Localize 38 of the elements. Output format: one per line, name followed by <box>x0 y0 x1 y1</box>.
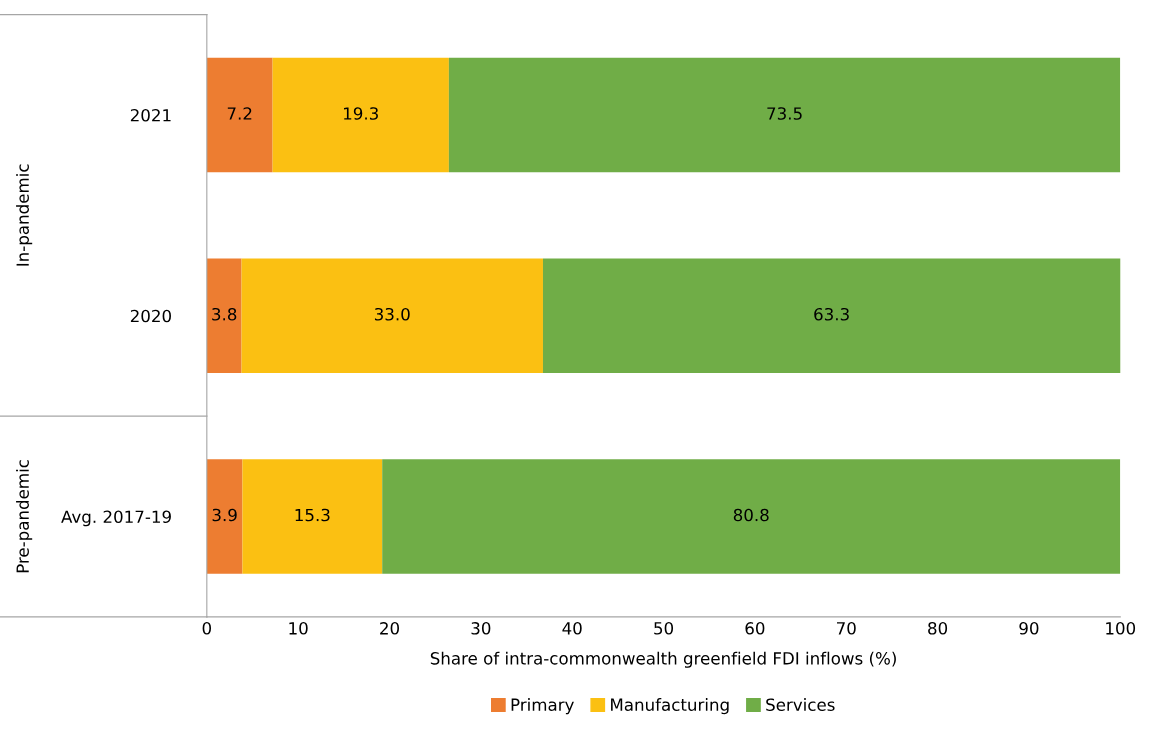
bar <box>242 459 383 574</box>
x-tick-label: 0 <box>202 622 212 635</box>
data-label: 3.9 <box>212 508 237 522</box>
legend-label: Manufacturing <box>611 698 729 715</box>
bar <box>206 459 243 574</box>
data-label: 15.3 <box>295 508 330 522</box>
x-tick-label: 10 <box>289 622 308 635</box>
bar <box>448 57 1121 173</box>
legend-label: Services <box>766 698 835 711</box>
data-label: 7.2 <box>227 107 252 120</box>
x-tick-label: 50 <box>654 622 674 635</box>
y-tick-label: Avg. 2017-19 <box>61 510 171 527</box>
legend-label: Primary <box>511 698 574 715</box>
x-tick-label: 60 <box>745 622 765 635</box>
data-label: 80.8 <box>733 508 769 522</box>
x-tick-label: 100 <box>1106 622 1136 635</box>
bar <box>206 57 273 173</box>
bar <box>542 258 1121 373</box>
y-tick-label: 2021 <box>130 108 171 122</box>
bar <box>241 258 543 373</box>
text: In-pandemic <box>16 164 33 266</box>
data-label: 3.8 <box>212 307 237 321</box>
x-tick-label: 80 <box>928 622 948 635</box>
x-tick-label: 90 <box>1019 622 1039 635</box>
x-axis-title: Share of intra-commonwealth greenfield FDI inflows (%) <box>430 651 896 668</box>
bar <box>206 258 242 373</box>
bar <box>382 459 1121 574</box>
data-label: 33.0 <box>374 307 410 321</box>
x-tick-label: 40 <box>562 622 582 635</box>
x-tick-label: 70 <box>837 622 856 635</box>
text: Pre-pandemic <box>16 460 33 573</box>
x-tick-label: 30 <box>471 622 491 635</box>
data-label: 19.3 <box>344 107 378 120</box>
y-tick-label: 2020 <box>130 309 171 323</box>
x-tick-label: 20 <box>380 622 400 635</box>
data-label: 63.3 <box>814 307 849 321</box>
bar <box>272 57 449 173</box>
data-label: 73.5 <box>767 107 802 120</box>
